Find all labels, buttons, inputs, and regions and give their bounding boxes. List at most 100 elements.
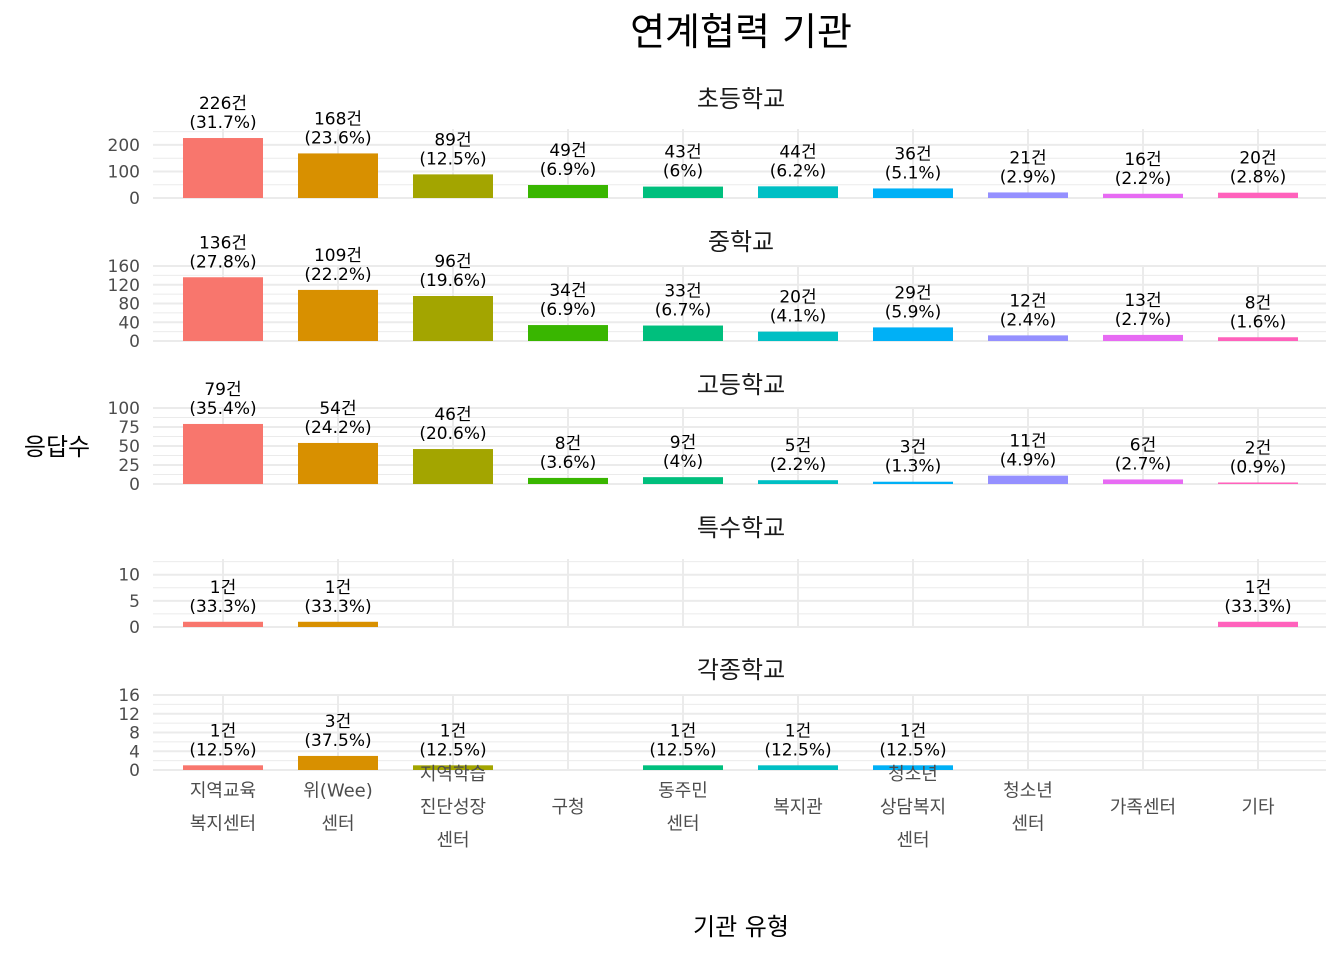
x-tick-label: 구청 — [551, 797, 584, 818]
bar — [1218, 337, 1298, 341]
data-label: 96건 (19.6%) — [419, 252, 486, 291]
facet-label: 각종학교 — [697, 656, 785, 684]
chart-title: 연계협력 기관 — [630, 10, 852, 54]
data-label: 2건 (0.9%) — [1230, 438, 1286, 477]
bar — [183, 423, 263, 484]
bar — [873, 481, 953, 484]
bar — [643, 325, 723, 341]
data-label: 8건 (3.6%) — [540, 434, 596, 473]
data-label: 49건 (6.9%) — [540, 141, 596, 180]
data-label: 1건 (12.5%) — [879, 721, 946, 760]
data-label: 43건 (6%) — [663, 143, 703, 182]
data-label: 11건 (4.9%) — [1000, 432, 1056, 471]
data-label: 54건 (24.2%) — [304, 399, 371, 438]
data-label: 1건 (33.3%) — [189, 578, 256, 617]
bar — [413, 449, 493, 484]
data-label: 109건 (22.2%) — [304, 246, 371, 285]
data-label: 12건 (2.4%) — [1000, 291, 1056, 330]
data-label: 46건 (20.6%) — [419, 405, 486, 444]
bar — [183, 621, 263, 627]
y-tick-label: 50 — [118, 437, 140, 457]
data-label: 1건 (12.5%) — [419, 721, 486, 760]
data-label: 3건 (1.3%) — [885, 438, 941, 477]
panel-1: 0 100 200 초등학교 226건 (31.7%) 168건 (23.6%) 89건 (12.… — [108, 85, 1326, 209]
bar — [758, 480, 838, 484]
bar — [1103, 193, 1183, 198]
facet-label: 특수학교 — [697, 514, 785, 542]
bar — [1218, 482, 1298, 484]
x-tick-label: 지역학습 진단성장 센터 — [420, 764, 486, 851]
y-tick-label: 100 — [108, 162, 140, 182]
bar — [873, 327, 953, 341]
y-tick-label: 75 — [118, 418, 140, 438]
x-tick-label: 청소년 센터 — [1003, 781, 1053, 835]
data-label: 9건 (4%) — [663, 433, 703, 472]
bar — [298, 755, 378, 770]
bar — [643, 186, 723, 198]
data-label: 29건 (5.9%) — [885, 283, 941, 322]
y-tick-label: 0 — [129, 618, 140, 638]
y-tick-label: 40 — [118, 313, 140, 333]
x-tick-label: 동주민 센터 — [658, 781, 708, 835]
bar — [1218, 621, 1298, 627]
bar — [298, 442, 378, 484]
bar — [183, 138, 263, 198]
bar — [643, 765, 723, 770]
facet-label: 초등학교 — [697, 85, 785, 113]
y-tick-label: 80 — [118, 295, 140, 315]
bar — [298, 289, 378, 341]
y-tick-label: 120 — [108, 276, 140, 296]
data-label: 21건 (2.9%) — [1000, 148, 1056, 187]
bar — [528, 477, 608, 484]
data-label: 34건 (6.9%) — [540, 281, 596, 320]
bar — [413, 765, 493, 770]
bar — [988, 192, 1068, 198]
data-label: 1건 (12.5%) — [764, 721, 831, 760]
data-label: 8건 (1.6%) — [1230, 293, 1286, 332]
y-tick-label: 4 — [129, 742, 140, 762]
data-label: 136건 (27.8%) — [189, 233, 256, 272]
bar — [183, 765, 263, 770]
bar — [528, 325, 608, 341]
data-label: 226건 (31.7%) — [189, 94, 256, 133]
data-label: 33건 (6.7%) — [655, 282, 711, 321]
y-tick-label: 160 — [108, 257, 140, 277]
data-label: 36건 (5.1%) — [885, 144, 941, 183]
y-tick-label: 100 — [108, 399, 140, 419]
bar — [183, 277, 263, 341]
data-label: 1건 (33.3%) — [1224, 578, 1291, 617]
data-label: 20건 (2.8%) — [1230, 149, 1286, 188]
bar — [1218, 192, 1298, 198]
x-tick-label: 청소년 상담복지 센터 — [880, 764, 946, 851]
bar — [413, 174, 493, 198]
data-label: 6건 (2.7%) — [1115, 435, 1171, 474]
y-tick-label: 0 — [129, 475, 140, 495]
bar — [298, 153, 378, 198]
y-tick-label: 0 — [129, 761, 140, 781]
bar — [988, 335, 1068, 341]
bar — [1103, 479, 1183, 484]
bar — [528, 184, 608, 198]
data-label: 79건 (35.4%) — [189, 380, 256, 419]
bar — [988, 475, 1068, 484]
data-label: 1건 (33.3%) — [304, 578, 371, 617]
y-tick-label: 10 — [118, 566, 140, 586]
x-tick-label: 기타 — [1241, 797, 1275, 818]
data-label: 89건 (12.5%) — [419, 130, 486, 169]
x-tick-label: 가족센터 — [1110, 797, 1176, 818]
data-label: 5건 (2.2%) — [770, 436, 826, 475]
data-label: 168건 (23.6%) — [304, 109, 371, 148]
data-label: 1건 (12.5%) — [649, 721, 716, 760]
panel-4: 0 5 10 특수학교 1건 (33.3%) 1건 (33.3%) 1건 (33.3%) — [118, 514, 1326, 638]
y-tick-label: 12 — [118, 705, 140, 725]
data-label: 1건 (12.5%) — [189, 721, 256, 760]
bar — [758, 331, 838, 341]
data-label: 3건 (37.5%) — [304, 712, 371, 751]
y-tick-label: 200 — [108, 136, 140, 156]
x-axis-title: 기관 유형 — [693, 913, 789, 941]
x-tick-label: 지역교육 복지센터 — [190, 781, 256, 835]
